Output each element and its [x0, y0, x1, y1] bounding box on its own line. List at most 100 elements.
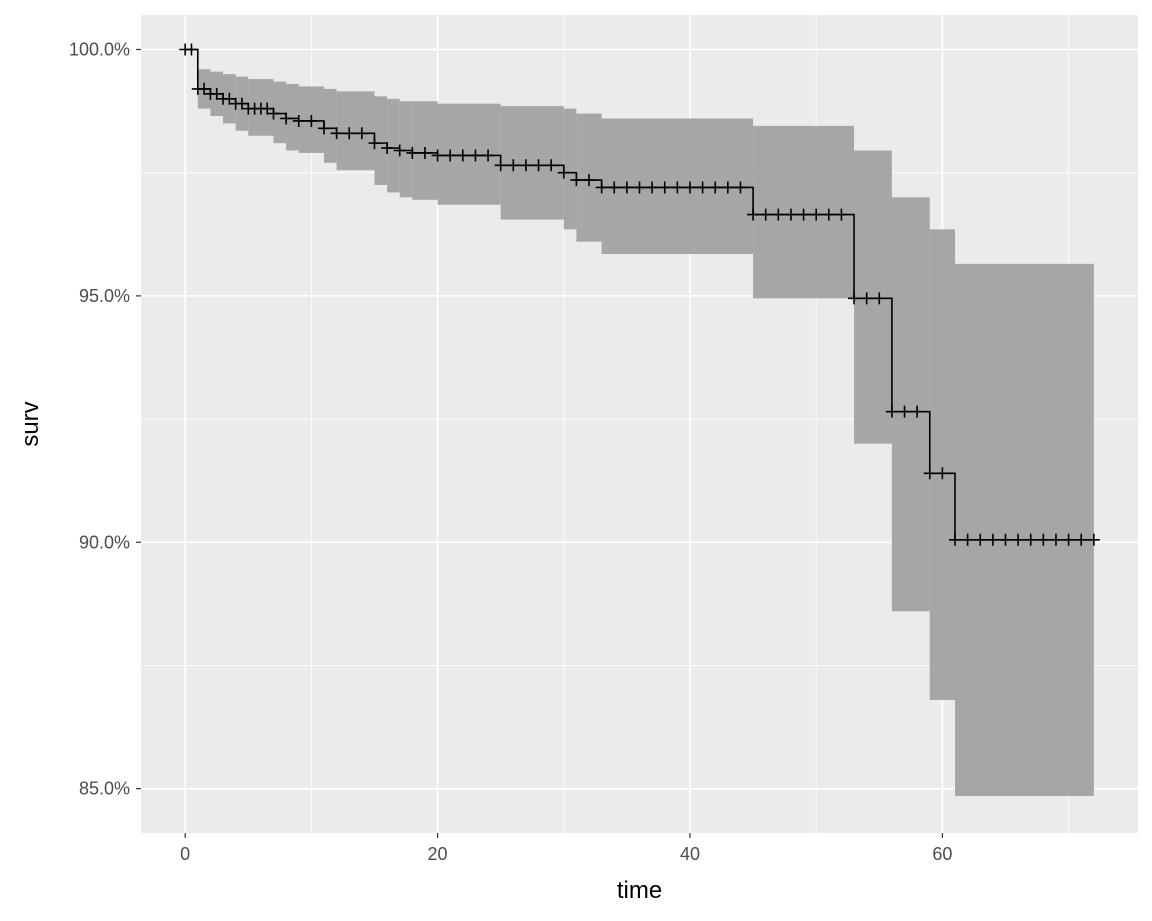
- censor-mark: [784, 208, 797, 221]
- censor-mark: [418, 146, 431, 159]
- censor-mark: [873, 292, 886, 305]
- censor-mark: [911, 405, 924, 418]
- censor-mark: [646, 181, 659, 194]
- censor-mark: [974, 533, 987, 546]
- censor-mark: [557, 166, 570, 179]
- censor-mark: [1062, 533, 1075, 546]
- censor-mark: [683, 181, 696, 194]
- censor-mark: [759, 208, 772, 221]
- censor-mark: [482, 149, 495, 162]
- censor-mark: [671, 181, 684, 194]
- censor-mark: [885, 405, 898, 418]
- censor-mark: [620, 181, 633, 194]
- y-tick-label: 90.0%: [79, 532, 130, 552]
- censor-mark: [393, 144, 406, 157]
- censor-mark: [210, 87, 223, 100]
- censor-mark: [368, 137, 381, 150]
- censor-mark: [280, 112, 293, 125]
- censor-mark: [355, 127, 368, 140]
- censor-mark: [633, 181, 646, 194]
- censor-mark: [519, 159, 532, 172]
- y-tick-label: 95.0%: [79, 286, 130, 306]
- censor-mark: [734, 181, 747, 194]
- censor-mark: [317, 122, 330, 135]
- censor-mark: [709, 181, 722, 194]
- censor-mark: [999, 533, 1012, 546]
- confidence-band-segment: [955, 263, 1094, 797]
- confidence-band-segment: [374, 96, 388, 186]
- censor-mark: [456, 149, 469, 162]
- censor-mark: [1012, 533, 1025, 546]
- confidence-band-segment: [854, 150, 892, 444]
- censor-mark: [235, 97, 248, 110]
- censor-mark: [444, 149, 457, 162]
- censor-mark: [860, 292, 873, 305]
- censor-mark: [898, 405, 911, 418]
- censor-mark: [608, 181, 621, 194]
- censor-mark: [343, 127, 356, 140]
- censor-mark: [658, 181, 671, 194]
- censor-mark: [923, 467, 936, 480]
- x-axis: 0 20 40 60: [180, 833, 952, 864]
- confidence-band-segment: [273, 81, 287, 144]
- censor-mark: [223, 92, 236, 105]
- confidence-band-segment: [286, 83, 299, 151]
- censor-mark: [583, 174, 596, 187]
- censor-mark: [381, 142, 394, 155]
- confidence-band-segment: [437, 103, 501, 205]
- confidence-band-segment: [336, 91, 375, 171]
- y-axis-title: surv: [17, 401, 44, 446]
- censor-mark: [595, 181, 608, 194]
- confidence-band-segment: [387, 98, 400, 193]
- confidence-band-layer: [197, 69, 1094, 797]
- y-axis: 100.0% 95.0% 90.0% 85.0%: [69, 39, 141, 799]
- censor-mark: [1024, 533, 1037, 546]
- censor-mark: [570, 174, 583, 187]
- censor-mark: [507, 159, 520, 172]
- censor-mark: [772, 208, 785, 221]
- censor-mark: [1087, 533, 1100, 546]
- censor-mark: [185, 43, 198, 56]
- censor-marks-layer: [179, 43, 1100, 546]
- censor-mark: [305, 114, 318, 127]
- censor-mark: [261, 102, 274, 115]
- censor-mark: [848, 292, 861, 305]
- censor-mark: [721, 181, 734, 194]
- censor-mark: [494, 159, 507, 172]
- confidence-band-segment: [891, 197, 930, 612]
- censor-mark: [532, 159, 545, 172]
- confidence-band-segment: [399, 101, 413, 198]
- x-tick-label: 60: [932, 844, 952, 864]
- censor-mark: [835, 208, 848, 221]
- censor-mark: [1049, 533, 1062, 546]
- censor-mark: [1075, 533, 1088, 546]
- censor-mark: [986, 533, 999, 546]
- censor-mark: [696, 181, 709, 194]
- censor-mark: [810, 208, 823, 221]
- censor-mark: [198, 82, 211, 95]
- confidence-band-segment: [323, 88, 337, 163]
- y-tick-label: 85.0%: [79, 779, 130, 799]
- censor-mark: [406, 146, 419, 159]
- censor-mark: [936, 467, 949, 480]
- censor-mark: [267, 107, 280, 120]
- censor-mark: [1037, 533, 1050, 546]
- confidence-band-segment: [500, 106, 564, 220]
- confidence-band-segment: [929, 229, 956, 700]
- x-axis-title: time: [617, 877, 662, 904]
- censor-mark: [292, 114, 305, 127]
- censor-mark: [822, 208, 835, 221]
- censor-mark: [431, 149, 444, 162]
- y-tick-label: 100.0%: [69, 39, 130, 59]
- censor-mark: [469, 149, 482, 162]
- censor-mark: [797, 208, 810, 221]
- censor-mark: [545, 159, 558, 172]
- x-tick-label: 40: [680, 844, 700, 864]
- censor-mark: [330, 127, 343, 140]
- censor-mark: [961, 533, 974, 546]
- x-tick-label: 0: [180, 844, 190, 864]
- confidence-band-segment: [563, 108, 577, 230]
- censor-mark: [747, 208, 760, 221]
- x-tick-label: 20: [428, 844, 448, 864]
